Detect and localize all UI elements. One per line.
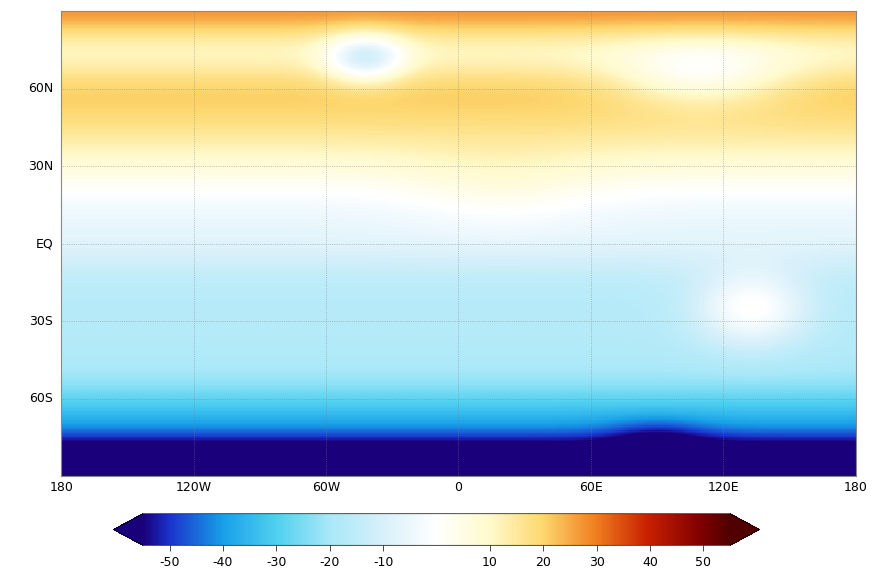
PathPatch shape [113,514,143,545]
Text: 120E: 120E [707,481,739,494]
Text: 120W: 120W [175,481,211,494]
Text: EQ: EQ [36,238,53,250]
Text: 30S: 30S [30,315,53,328]
Text: 60N: 60N [28,83,53,95]
Text: 180: 180 [843,481,868,494]
Text: 60S: 60S [30,393,53,405]
Text: 0: 0 [454,481,463,494]
Text: 60E: 60E [579,481,602,494]
Text: 30N: 30N [28,160,53,173]
PathPatch shape [730,514,760,545]
Text: 180: 180 [49,481,73,494]
Text: 60W: 60W [312,481,340,494]
